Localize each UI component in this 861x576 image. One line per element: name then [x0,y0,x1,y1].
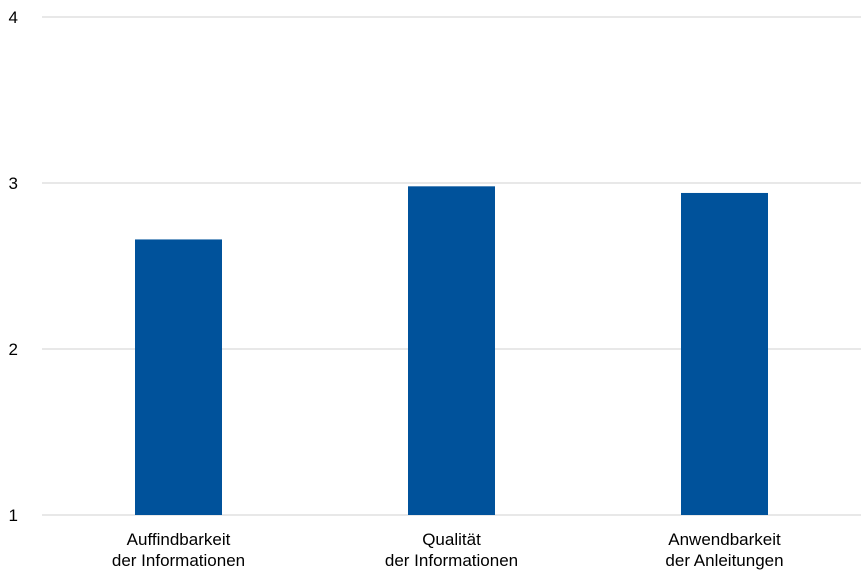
x-category-label-line: der Informationen [112,551,245,570]
y-axis-ticks: 1 2 3 4 [9,8,18,525]
x-category-label-line: Anwendbarkeit [668,530,781,549]
y-tick-label: 3 [9,174,18,193]
bar [681,192,768,515]
bars [135,186,768,515]
x-category-label-line: der Informationen [385,551,518,570]
x-category-label-line: Auffindbarkeit [127,530,231,549]
bar [408,186,495,515]
y-tick-label: 4 [9,8,18,27]
y-tick-label: 2 [9,340,18,359]
x-category-label-line: Qualität [422,530,481,549]
x-category-label: Qualität der Informationen [385,530,518,570]
y-tick-label: 1 [9,506,18,525]
x-category-label: Auffindbarkeit der Informationen [112,530,245,570]
bar [135,239,222,515]
x-category-label: Anwendbarkeit der Anleitungen [665,530,783,570]
x-axis-category-labels: Auffindbarkeit der Informationen Qualität d… [112,530,784,570]
x-category-label-line: der Anleitungen [665,551,783,570]
